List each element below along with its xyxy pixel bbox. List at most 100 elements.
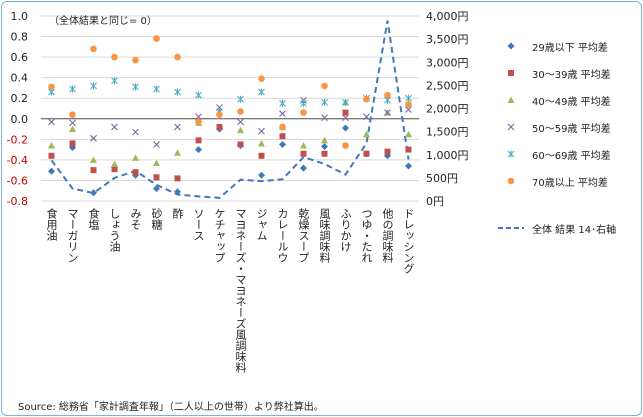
point-s1-6	[153, 185, 160, 193]
left-tick-label: 0.2	[11, 92, 29, 105]
point-s1-13	[300, 164, 307, 172]
legend-item: 30〜39歳 平均差	[496, 65, 611, 81]
point-s6-8	[195, 118, 202, 126]
legend-marker	[496, 119, 526, 135]
left-tick-label: 0.8	[11, 31, 29, 44]
point-s6-16	[363, 95, 370, 103]
point-s6-1	[48, 83, 55, 91]
total-result-line	[50, 20, 410, 199]
legend-marker	[496, 173, 526, 189]
point-s6-11	[258, 75, 265, 82]
left-tick-label: 0.4	[11, 72, 29, 85]
point-s5-7	[174, 88, 181, 96]
legend-marker-shape	[508, 70, 514, 76]
point-s4-10	[237, 118, 244, 126]
point-s2-10	[237, 141, 244, 148]
point-s5-2	[69, 85, 76, 93]
point-s6-4	[111, 53, 118, 61]
legend-item: 60〜69歳 平均差	[496, 146, 611, 162]
legend-label: 全体 結果 14･右軸	[532, 224, 617, 236]
point-s2-7	[174, 175, 181, 182]
legend-label: 50〜59歳 平均差	[532, 123, 611, 135]
legend-item: 全体 結果 14･右軸	[496, 220, 616, 236]
legend-marker	[496, 220, 526, 236]
category-label: マヨネーズ・マヨネーズ風調味料	[234, 208, 247, 374]
point-s4-14	[321, 114, 328, 122]
source-note: Source: 総務省「家計調査年報」（二人以上の世帯）より弊社算出。	[18, 402, 324, 413]
left-tick-label: -0.6	[7, 174, 28, 187]
point-s2-15	[342, 109, 349, 116]
right-axis-ticks: 4,000円 3,500円 3,000円 2,500円 2,000円 1,500円 1,00…	[426, 10, 469, 208]
right-tick-label: 3,500円	[426, 33, 469, 46]
legend-marker	[496, 38, 526, 54]
category-label: ふりかけ	[339, 208, 352, 252]
point-s1-1	[48, 167, 55, 175]
point-s4-1	[48, 118, 55, 126]
point-s3-1	[48, 142, 55, 149]
point-s5-14	[321, 98, 328, 106]
point-s2-18	[405, 146, 412, 153]
point-s6-3	[90, 45, 97, 53]
point-s3-11	[258, 139, 265, 147]
left-tick-label: -0.2	[7, 133, 28, 146]
point-s6-18	[405, 101, 412, 108]
point-s4-12	[279, 110, 286, 118]
point-s5-4	[111, 77, 118, 85]
point-s2-14	[321, 150, 328, 157]
total-line-layer	[50, 20, 410, 199]
point-s2-12	[279, 133, 286, 140]
left-tick-label: 0.0	[11, 113, 29, 126]
point-s2-1	[48, 152, 55, 159]
left-tick-label: -0.8	[7, 195, 28, 208]
right-tick-label: 1,000円	[426, 149, 469, 162]
point-s1-11	[258, 171, 265, 179]
point-s2-2	[69, 140, 76, 147]
point-s5-3	[90, 82, 97, 90]
point-s6-17	[384, 91, 391, 99]
point-s1-18	[405, 162, 412, 170]
point-s2-6	[153, 174, 160, 181]
legend-marker-shape	[507, 177, 515, 185]
point-s2-16	[363, 150, 370, 157]
point-s5-10	[237, 95, 244, 103]
legend-item: 50〜59歳 平均差	[496, 119, 611, 135]
point-s4-5	[132, 128, 139, 136]
legend-label: 29歳以下 平均差	[532, 42, 608, 54]
category-label: 乾燥スープ	[297, 208, 310, 263]
point-s3-3	[90, 156, 97, 163]
point-s4-18	[405, 106, 412, 113]
point-s6-7	[174, 53, 181, 61]
category-label: ドレッシング	[402, 208, 415, 274]
point-s6-10	[237, 108, 244, 115]
point-s2-17	[384, 148, 391, 155]
point-s6-9	[216, 111, 223, 118]
category-label: ケチャップ	[213, 208, 226, 263]
grid	[41, 15, 419, 202]
point-s4-3	[90, 134, 97, 142]
category-label: 他の調味料	[381, 208, 394, 264]
point-s6-13	[300, 109, 307, 116]
category-label: ソース	[192, 208, 205, 241]
legend-marker-shape	[507, 42, 515, 50]
left-tick-label: 1.0	[11, 10, 29, 23]
left-tick-label: 0.6	[11, 51, 29, 64]
point-s4-6	[153, 141, 160, 148]
category-label: みそ	[129, 208, 142, 230]
point-s4-7	[174, 123, 181, 131]
category-labels: 食用油 マーガリン 食塩 しょう油 みそ 砂糖酢ソース ケチャップ マヨネーズ・マヨネーズ風調…	[45, 207, 415, 374]
legend-marker	[496, 146, 526, 162]
right-tick-label: 0円	[426, 195, 444, 208]
point-s6-6	[153, 35, 160, 42]
legend-item: 70歳以上 平均差	[496, 173, 608, 189]
point-s5-18	[405, 94, 412, 102]
point-s6-12	[279, 123, 286, 131]
point-s2-4	[111, 166, 118, 173]
point-s1-7	[174, 188, 181, 196]
legend-marker-shape	[507, 123, 515, 131]
legend-marker	[496, 65, 526, 81]
category-label: 食塩	[87, 207, 100, 230]
point-s2-3	[90, 167, 97, 174]
right-tick-label: 3,000円	[426, 56, 469, 69]
point-s4-11	[258, 127, 265, 135]
